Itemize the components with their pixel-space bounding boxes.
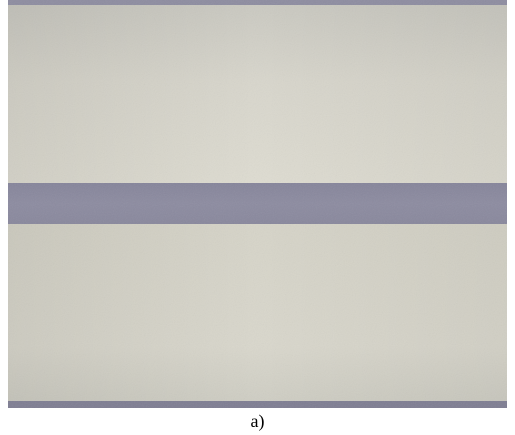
caption: a): [0, 411, 515, 432]
page: {"caption": "a)"} a) (() =>: [0, 0, 515, 435]
micrograph: [0, 0, 515, 410]
grain: [8, 0, 507, 408]
